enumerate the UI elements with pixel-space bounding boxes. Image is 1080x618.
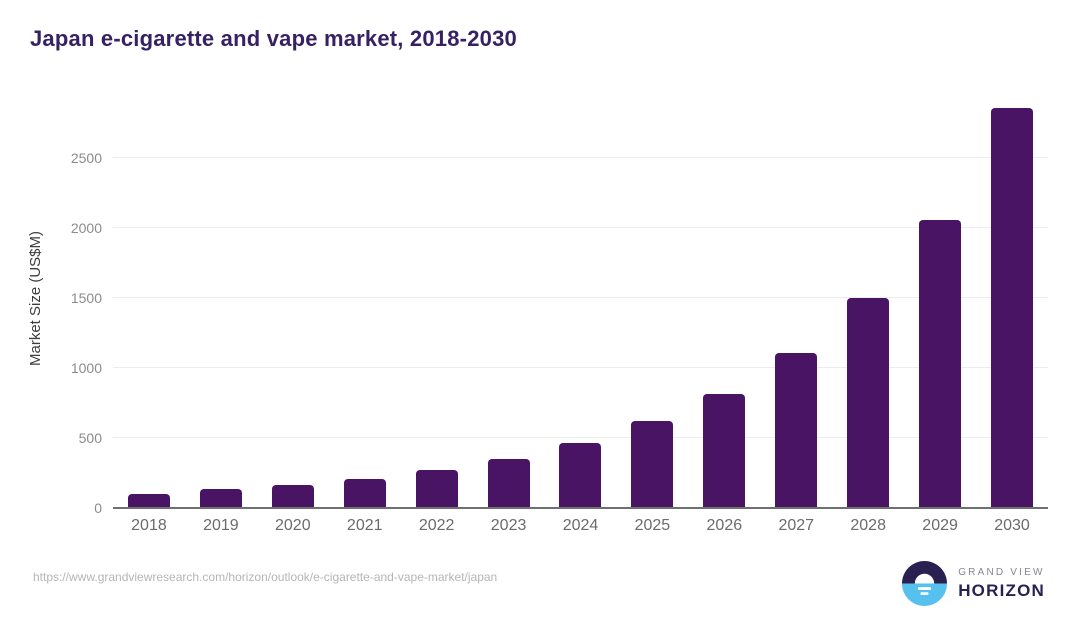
x-axis-line (113, 507, 1048, 509)
y-tick-label-2000: 2000 (70, 220, 102, 236)
gridline (113, 297, 1048, 298)
bar-slot (473, 88, 545, 508)
y-tick-label-2500: 2500 (70, 150, 102, 166)
bar-slot (904, 88, 976, 508)
x-tick-label-2029: 2029 (922, 517, 958, 534)
bar-slot (760, 88, 832, 508)
gridline (113, 227, 1048, 228)
bar-2022 (415, 470, 458, 508)
y-axis-tick-labels: 0 500 1000 1500 2000 2500 (0, 88, 102, 516)
x-tick-label-2020: 2020 (275, 517, 311, 534)
x-tick-label-2021: 2021 (346, 517, 383, 534)
bar-series (113, 88, 1048, 508)
bar-2020 (271, 484, 314, 508)
bar-slot (185, 88, 257, 508)
y-tick-label-1500: 1500 (70, 290, 102, 306)
logo-text: GRAND VIEW HORIZON (958, 567, 1045, 601)
bar-2028 (847, 298, 890, 508)
bar-slot (113, 88, 185, 508)
bar-2029 (919, 219, 962, 508)
plot-area (113, 88, 1048, 509)
logo-horizon-text: HORIZON (958, 580, 1045, 600)
y-tick-label-500: 500 (78, 430, 102, 446)
x-tick-label-2018: 2018 (131, 517, 167, 534)
bar-slot (545, 88, 617, 508)
bar-slot (257, 88, 329, 508)
bar-2025 (631, 421, 674, 508)
gridline (113, 367, 1048, 368)
chart-title: Japan e-cigarette and vape market, 2018-… (30, 26, 517, 51)
bar-2023 (487, 459, 530, 508)
bar-slot (832, 88, 904, 508)
bar-2030 (991, 107, 1034, 508)
bar-slot (329, 88, 401, 508)
horizon-sun-logo-icon (902, 561, 948, 606)
gridline (113, 437, 1048, 438)
x-tick-label-2023: 2023 (490, 517, 527, 534)
bar-2019 (199, 489, 242, 508)
y-tick-label-0: 0 (94, 500, 102, 516)
brand-logo: GRAND VIEW HORIZON (902, 561, 1045, 606)
logo-grand-view-text: GRAND VIEW (958, 566, 1045, 578)
x-tick-label-2028: 2028 (850, 517, 886, 534)
x-axis-tick-labels: 2018 2019 2020 2021 2022 2023 2024 2025 2026 2027… (113, 517, 1048, 535)
bar-slot (616, 88, 688, 508)
bar-2026 (703, 393, 746, 508)
bar-2027 (775, 352, 818, 508)
bar-2018 (127, 494, 170, 508)
bar-2021 (343, 478, 386, 508)
bar-slot (976, 88, 1048, 508)
y-tick-label-1000: 1000 (70, 360, 102, 376)
x-tick-label-2026: 2026 (706, 517, 743, 534)
x-tick-label-2022: 2022 (418, 517, 455, 534)
source-url: https://www.grandviewresearch.com/horizo… (33, 570, 498, 584)
x-tick-label-2030: 2030 (994, 517, 1030, 534)
bar-slot (401, 88, 473, 508)
x-tick-label-2019: 2019 (203, 517, 239, 534)
gridline (113, 157, 1048, 158)
bar-slot (688, 88, 760, 508)
x-tick-label-2024: 2024 (562, 517, 599, 534)
x-tick-label-2027: 2027 (778, 517, 815, 534)
bar-2024 (559, 442, 602, 508)
x-tick-label-2025: 2025 (634, 517, 671, 534)
